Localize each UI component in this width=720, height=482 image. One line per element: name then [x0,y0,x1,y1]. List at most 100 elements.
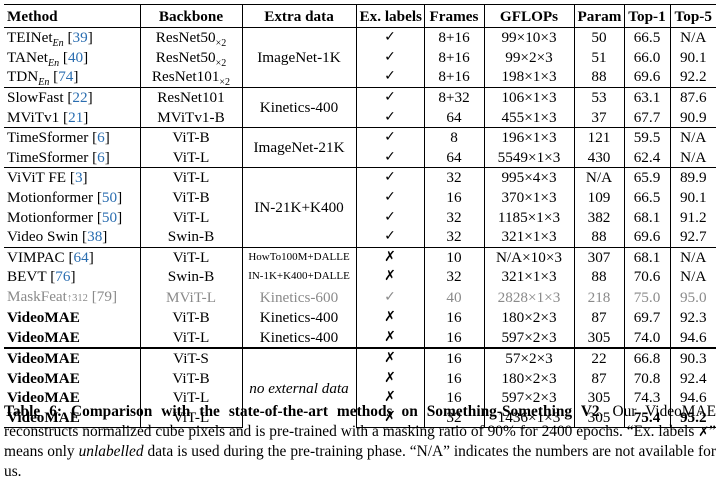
gflops-cell: 1436×1×3 [483,407,574,429]
param-cell: 430 [573,147,624,168]
frames-cell: 32 [423,226,484,248]
method-name: VideoMAE [7,408,80,426]
frames-cell: 32 [423,407,484,429]
method-name: TimeSformer [7,148,89,166]
method-name: ViViT FE [7,169,67,187]
col-header-param: Param [573,4,624,28]
method-name: TimeSformer [7,129,89,147]
frames-cell: 8+16 [423,67,484,88]
param-cell: 87 [573,307,624,328]
top1-cell: 67.7 [623,107,670,128]
method-name: Motionformer [7,189,94,207]
gflops-cell: 99×2×3 [483,47,574,68]
method-cell: VideoMAE [4,327,140,348]
method-cell: VideoMAE [4,407,140,429]
citation-link: 6 [97,148,105,166]
backbone-name: ResNet50 [155,29,216,47]
top1-cell: 66.8 [623,346,670,369]
backbone-cell: ResNet101×2 [139,67,242,88]
extra-data-cell: ImageNet-1K [241,27,356,88]
backbone-cell: ResNet101 [139,86,242,108]
backbone-name: ViT-L [172,169,210,187]
backbone-name: ResNet50 [155,48,216,66]
top1-cell: 74.0 [623,327,670,348]
citation-link: 64 [73,248,89,266]
backbone-cell: MViTv1-B [139,107,242,128]
table-caption: Table 6: Comparison with the state-of-th… [4,402,716,481]
citation-link: 40 [67,48,84,66]
param-cell: 88 [573,67,624,88]
gflops-cell: 57×2×3 [483,346,574,369]
method-name: Motionformer [7,208,94,226]
top5-cell: 95.0 [669,286,716,308]
param-cell: 50 [573,26,624,48]
citation-link: 38 [87,228,103,246]
method-cell: TDNEn [74] [7,68,79,89]
top1-cell: 66.5 [623,187,670,208]
top5-cell: 92.4 [669,368,716,389]
frames-cell: 64 [423,147,484,168]
backbone-name: ViT-L [172,248,210,266]
backbone-name: MViT-L [166,288,216,306]
check-mark-icon: ✓ [355,47,424,68]
frames-cell: 40 [423,286,484,308]
frames-cell: 8+32 [423,86,484,108]
method-name: MViTv1 [7,108,60,126]
table-row: VideoMAE ViT-B Kinetics-400 ✗ 16 180×2×3 87 69.… [4,307,716,328]
param-cell: 22 [573,346,624,369]
top5-cell: 90.9 [669,107,716,128]
method-subscript: En [38,77,50,89]
caption-text-3: data is used during the pre-training pha… [4,443,716,480]
param-cell: N/A [573,167,624,188]
backbone-name: ViT-L [172,328,210,346]
caption-emphasis: unlabelled [78,443,144,461]
backbone-name: ViT-B [172,189,210,207]
cross-mark-icon: ✗ [355,388,424,408]
cross-mark-icon: ✗ [355,346,424,369]
backbone-cell: ViT-L [139,388,242,408]
method-name: VideoMAE [7,328,80,346]
top1-cell: 69.6 [623,226,670,248]
gflops-cell: 1185×1×3 [483,207,574,227]
method-subscript: En [47,57,60,69]
gflops-cell: N/A×10×3 [483,246,574,268]
top1-cell: 62.4 [623,147,670,168]
frames-cell: 32 [423,267,484,287]
cross-mark-icon: ✗ [355,327,424,348]
frames-cell: 16 [423,327,484,348]
top1-cell: 74.3 [623,388,670,408]
citation-link: 22 [72,89,88,107]
top1-cell: 70.8 [623,368,670,389]
backbone-name: Swin-B [167,228,215,246]
table-row: VideoMAE ViT-L Kinetics-400 ✗ 16 597×2×3 305 74… [4,327,716,348]
col-header-ex-labels: Ex. labels [355,4,424,28]
param-cell: 51 [573,47,624,68]
backbone-cell: ViT-B [139,307,242,328]
gflops-cell: 321×1×3 [483,267,574,287]
col-header-extra-data: Extra data [241,4,356,28]
gflops-cell: 180×2×3 [483,368,574,389]
backbone-cell: MViT-L [139,286,242,308]
check-mark-icon: ✓ [355,226,424,248]
frames-cell: 8+16 [423,47,484,68]
check-mark-icon: ✓ [355,86,424,108]
param-cell: 109 [573,187,624,208]
gflops-cell: 995×4×3 [483,167,574,188]
gflops-cell: 2828×1×3 [483,286,574,308]
extra-data-cell: Kinetics-600 [241,286,356,308]
citation-link: 21 [68,108,84,126]
table-row: TimeSformer [6] ViT-B ImageNet-21K ✓ 8 196×1×… [4,126,716,168]
top5-cell: 87.6 [669,86,716,108]
gflops-cell: 597×2×3 [483,388,574,408]
backbone-name: ViT-S [173,350,209,368]
caption-text-2: ” means only [4,422,716,461]
col-header-top5: Top-5 [669,4,716,28]
table-row: TEINetEn [39] ResNet50×2 ImageNet-1K ✓ 8+16 9… [4,26,716,88]
param-cell: 382 [573,207,624,227]
method-subscript: En [52,38,64,50]
method-cell: TANetEn [40] [7,48,89,69]
backbone-cell: ViT-B [139,126,242,148]
extra-data-cell: ImageNet-21K [241,126,356,168]
col-header-gflops: GFLOPs [483,4,574,28]
